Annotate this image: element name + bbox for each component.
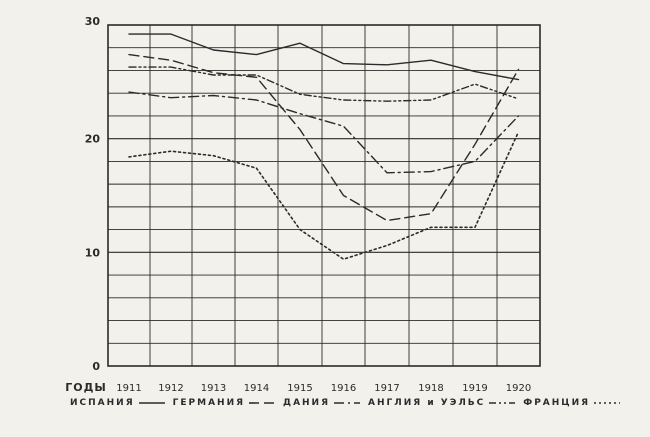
legend-item: ГЕРМАНИЯ bbox=[172, 398, 276, 408]
y-tick-label: 10 bbox=[85, 246, 101, 259]
x-tick-label: 1912 bbox=[158, 383, 183, 394]
legend-label: ГЕРМАНИЯ bbox=[172, 398, 246, 408]
legend-label: ДАНИЯ bbox=[283, 398, 331, 408]
x-tick-label: 1917 bbox=[374, 383, 399, 394]
x-tick-label: 1913 bbox=[201, 383, 226, 394]
legend-label: АНГЛИЯ и УЭЛЬС bbox=[368, 398, 486, 408]
series-line bbox=[128, 33, 520, 81]
series-line bbox=[128, 131, 520, 261]
legend-item: ИСПАНИЯ bbox=[70, 398, 165, 408]
legend-label: ФРАНЦИЯ bbox=[523, 398, 591, 408]
legend-swatch bbox=[594, 402, 621, 404]
x-tick-label: 1918 bbox=[418, 383, 443, 394]
legend-swatch bbox=[249, 402, 276, 404]
y-tick-label: 20 bbox=[85, 133, 101, 146]
legend-label: ИСПАНИЯ bbox=[70, 398, 135, 408]
x-tick-label: 1915 bbox=[287, 383, 312, 394]
x-tick-label: 1920 bbox=[506, 383, 531, 394]
legend-swatch bbox=[138, 402, 165, 404]
x-tick-label: 1916 bbox=[331, 383, 356, 394]
y-tick-label: 0 bbox=[92, 360, 100, 373]
x-tick-label: 1919 bbox=[462, 383, 487, 394]
legend-swatch bbox=[334, 402, 361, 404]
y-tick-label: 30 bbox=[85, 15, 101, 28]
legend-item: ФРАНЦИЯ bbox=[523, 398, 621, 408]
x-tick-label: 1914 bbox=[244, 383, 269, 394]
plot-frame bbox=[107, 24, 541, 367]
legend-item: АНГЛИЯ и УЭЛЬС bbox=[368, 398, 516, 408]
series-line bbox=[128, 91, 520, 174]
x-tick-label: 1911 bbox=[116, 383, 141, 394]
series-line bbox=[128, 53, 520, 222]
legend-item: ДАНИЯ bbox=[283, 398, 361, 408]
x-axis-label: ГОДЫ bbox=[65, 381, 107, 394]
legend-swatch bbox=[489, 402, 516, 404]
series-line bbox=[128, 66, 520, 102]
chart-legend: ИСПАНИЯ ГЕРМАНИЯ ДАНИЯ АНГЛИЯ и УЭЛЬС ФРАНЦИ… bbox=[70, 398, 621, 408]
